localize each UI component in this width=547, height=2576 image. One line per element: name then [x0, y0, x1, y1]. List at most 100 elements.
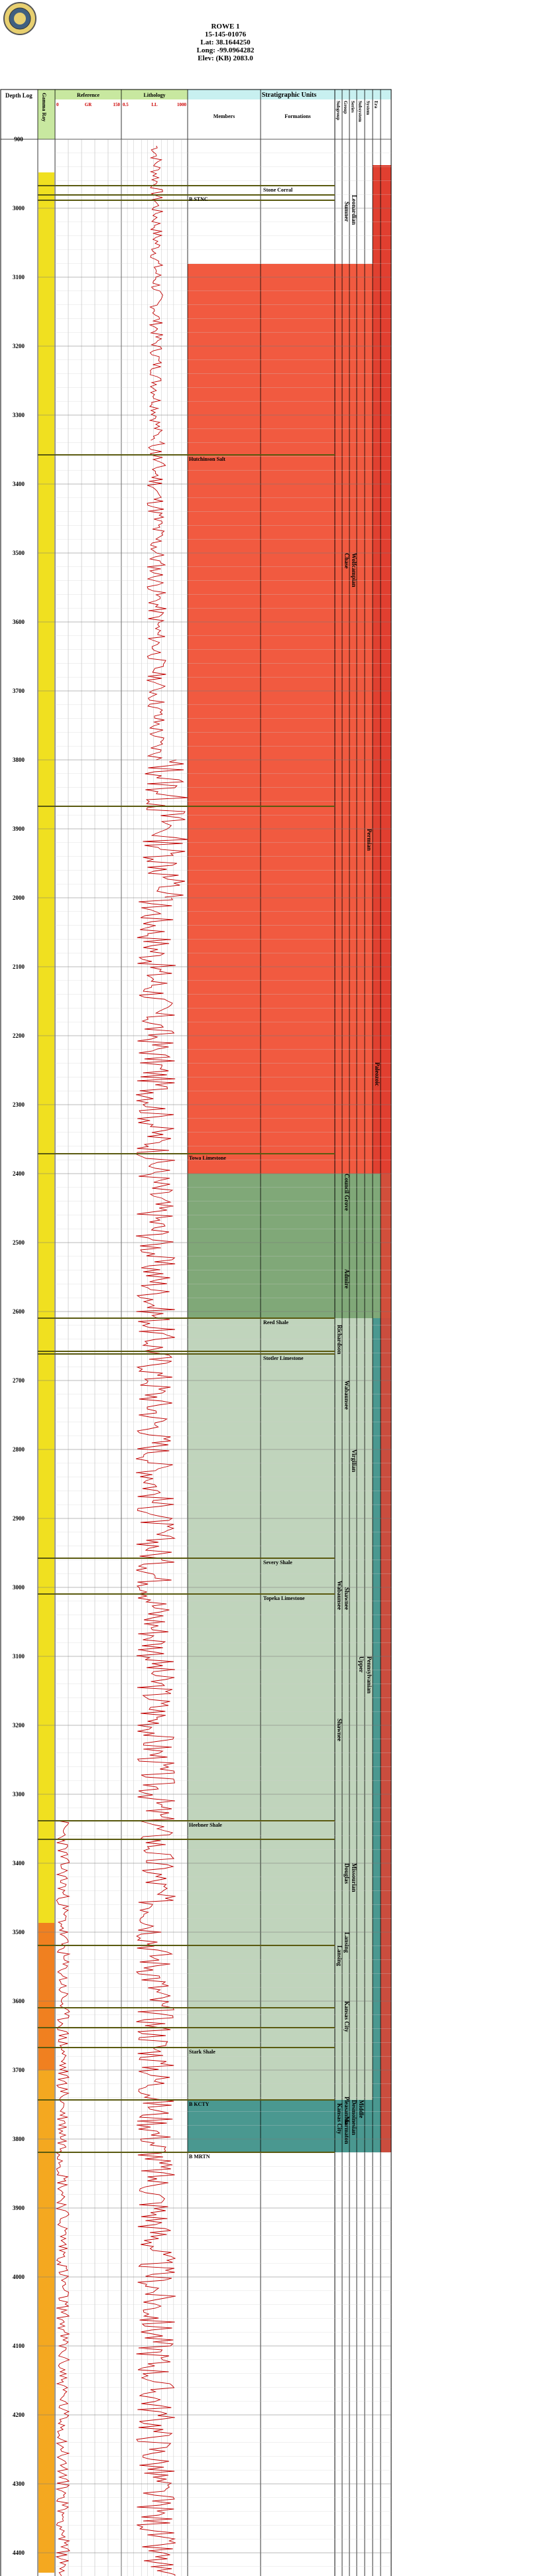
group-header: Group [343, 101, 348, 114]
well-lat: Lat: 38.1644250 [200, 38, 251, 46]
depth-tick-label: 3400 [13, 1860, 25, 1867]
formation-top-label: Heebner Shale [189, 1822, 222, 1828]
gamma-column-amber [38, 2070, 54, 2573]
well-name: ROWE 1 [211, 23, 240, 31]
formation-top-label: Severy Shale [263, 1560, 292, 1565]
depth-tick-label: 2800 [13, 1446, 25, 1453]
reference-header-box [55, 90, 121, 99]
depth-tick-label: 2200 [13, 1032, 25, 1039]
subsystem-label: Middle [358, 2100, 365, 2118]
gr-scale-max: 150 [113, 102, 121, 107]
well-elev: Elev: (KB) 2083.0 [198, 54, 253, 62]
formation-top-label: Towa Limestone [189, 1155, 226, 1161]
strat-header-box [188, 90, 391, 99]
group-label: Pleasanton [343, 2097, 350, 2124]
series-label: Virgilian [351, 1449, 357, 1472]
ll-scale-label: LL [151, 102, 158, 107]
depth-tick-label: 4100 [13, 2343, 25, 2349]
depth-tick-label: 2100 [13, 963, 25, 970]
formation-top-label: B MRTN [189, 2154, 210, 2160]
gamma-column-orange [38, 1923, 54, 2070]
subsystem-header: Subsystem [357, 101, 363, 122]
formation-top-label: B STNC [189, 196, 208, 202]
group-label: Council Grove [343, 1174, 350, 1211]
depth-tick-label: 3100 [13, 1653, 25, 1660]
strat-units-header: Stratigraphic Units [262, 92, 317, 99]
lithology-header-box [121, 90, 188, 99]
group-label: Marmaton [343, 2116, 350, 2144]
series-label: Missourian [351, 1863, 357, 1892]
depth-tick-label: 2700 [13, 1377, 25, 1384]
reference-header: Reference [77, 92, 100, 98]
depth-tick-label: 3000 [13, 205, 25, 212]
gr-scale-min: 0 [56, 102, 59, 107]
depth-log-header: Depth Log [5, 92, 32, 99]
well-header: ROWE 1 15-145-01076 Lat: 38.1644250 Long… [152, 23, 298, 62]
depth-tick-label: 3200 [13, 1722, 25, 1729]
depth-tick-label: 4400 [13, 2549, 25, 2556]
gamma-column-yellow [38, 172, 54, 1923]
gamma-ray-header-box [38, 90, 55, 139]
well-long: Long: -99.0964282 [196, 46, 255, 54]
lithology-curve [143, 759, 188, 898]
depth-tick-label: 4300 [13, 2481, 25, 2487]
gamma-ray-curve [55, 1820, 71, 2576]
depth-tick-label: 4200 [13, 2412, 25, 2418]
formation-top-label: Topeka Limestone [263, 1595, 305, 1601]
group-label: Sumner [343, 202, 350, 222]
series-label: Wolfcampian [351, 553, 357, 587]
depth-tick-label: 3800 [13, 757, 25, 763]
formation-top-label: Reed Shale [263, 1319, 288, 1325]
depth-tick-label: 3300 [13, 1791, 25, 1798]
depth-tick-label: 2600 [13, 1308, 25, 1315]
depth-tick-label: 4000 [13, 2274, 25, 2280]
lithology-curve [135, 897, 176, 2576]
depth-tick-label: 3900 [13, 2205, 25, 2211]
kgs-logo [3, 2, 36, 35]
subgroup-label: Lansing [336, 1945, 343, 1967]
group-label: Kansas City [343, 2001, 350, 2032]
lithology-header: Lithology [144, 92, 166, 98]
subgroup-label: Wabaunsee [336, 1581, 343, 1610]
gr-scale-label: GR [85, 102, 92, 107]
system-label: Pennsylvanian [366, 1656, 373, 1693]
system-header: System [365, 101, 371, 115]
subgroup-label: Kansas City [336, 2103, 343, 2134]
series-label: Leonardian [351, 195, 357, 225]
pennsylvanian-band [188, 1318, 373, 2100]
depth-tick-label: 3900 [13, 826, 25, 832]
depth-tick-label: 3600 [13, 619, 25, 625]
depth-tick-label: 3600 [13, 1998, 25, 2004]
depth-tick-label: 3700 [13, 2067, 25, 2073]
depth-tick-label: 3500 [13, 1929, 25, 1935]
formation-top-label: Stotler Limestone [263, 1355, 304, 1361]
group-label: Douglas [343, 1863, 350, 1884]
depth-tick-label: 3000 [13, 1584, 25, 1591]
system-label: Permian [366, 829, 373, 851]
depth-tick-label: 2500 [13, 1239, 25, 1246]
depth-tick-label: 3400 [13, 481, 25, 487]
group-label: Admire [343, 1269, 350, 1288]
gamma-ray-header: Gamma Ray [41, 93, 47, 121]
depth-tick-label: 2400 [13, 1170, 25, 1177]
group-label: Shawnee [343, 1587, 350, 1610]
series-header: Series [350, 101, 355, 113]
council-grove-band [188, 1174, 373, 1318]
depth-tick-label: 2300 [13, 1101, 25, 1108]
salt-zone-band [188, 264, 373, 1174]
era-label: Paleozoic [374, 1062, 381, 1086]
members-header: Members [213, 113, 235, 119]
group-label: Chase [343, 553, 350, 569]
formations-header: Formations [284, 113, 311, 119]
depth-tick-label: 3800 [13, 2136, 25, 2142]
group-label: Lansing [343, 1932, 350, 1953]
depth-tick-label: 3500 [13, 550, 25, 556]
subgroup-label: Shawnee [336, 1719, 343, 1741]
depth-tick-label: 2000 [13, 894, 25, 901]
depth-tick-label: 3300 [13, 412, 25, 418]
formation-top-label: Stone Corral [263, 187, 293, 193]
subgroup-label: Richardson [336, 1325, 343, 1355]
formation-top-label: B KCTY [189, 2101, 210, 2107]
ll-scale-min: 0.5 [123, 102, 129, 107]
depth-tick-label: 2900 [13, 1515, 25, 1522]
